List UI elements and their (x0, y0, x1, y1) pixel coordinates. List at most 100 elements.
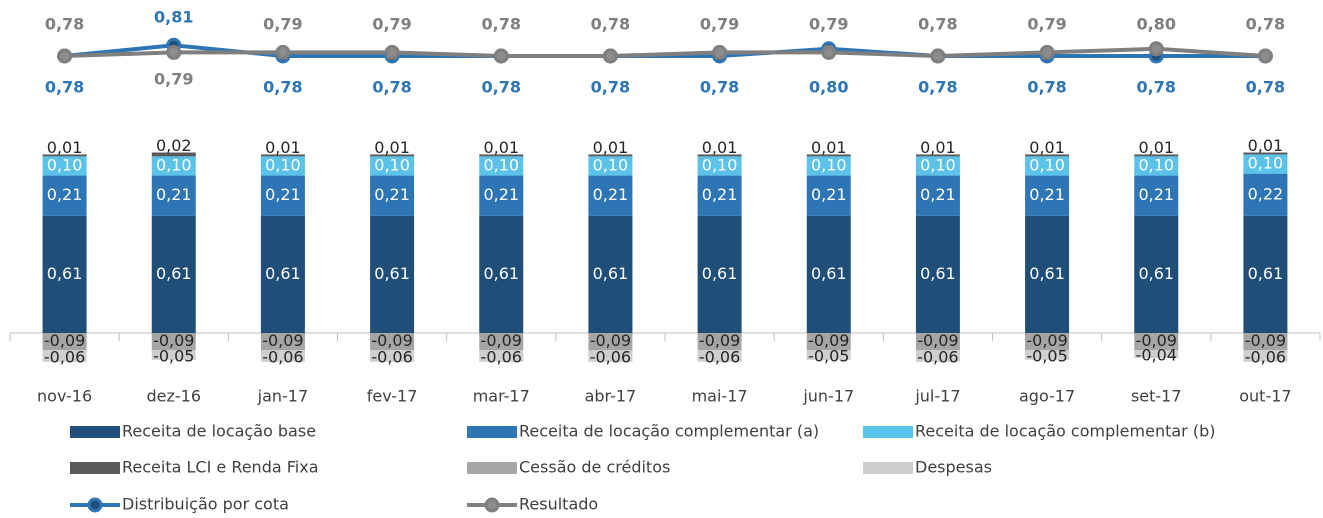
bar-segment (806, 154, 851, 157)
line-label: 0,78 (1027, 78, 1066, 97)
legend-label: Resultado (519, 495, 598, 514)
line-marker (57, 48, 73, 64)
bar-label: 0,10 (811, 155, 847, 174)
bar-segment (370, 175, 415, 216)
bar-label: 0,21 (811, 185, 847, 204)
bar-segment (1025, 333, 1070, 351)
line-label: 0,79 (372, 15, 411, 34)
legend-swatch (70, 426, 120, 438)
bar-label: 0,10 (374, 155, 410, 174)
bar-segment (806, 333, 851, 351)
x-tick-label: out-17 (1239, 387, 1291, 406)
x-tick-label: jul-17 (914, 387, 960, 406)
line-label: 0,79 (1027, 15, 1066, 34)
bar-label: -0,09 (371, 331, 412, 350)
bar-segment (151, 215, 196, 333)
line-label: 0,80 (1137, 15, 1176, 34)
bar-segment (260, 350, 305, 362)
bar-segment (1134, 333, 1179, 351)
legend-swatch (484, 497, 500, 513)
bar-label: -0,09 (917, 331, 958, 350)
bar-segment (42, 154, 87, 157)
bar-segment (806, 156, 851, 176)
bar-label: -0,09 (590, 331, 631, 350)
bar-label: 0,61 (374, 264, 410, 283)
bar-segment (479, 175, 524, 216)
bar-label: 0,61 (920, 264, 956, 283)
line-label: 0,78 (591, 15, 630, 34)
bar-label: 0,10 (1248, 154, 1284, 173)
x-tick-label: abr-17 (585, 387, 637, 406)
bar-label: 0,61 (1248, 264, 1284, 283)
line-marker (821, 44, 837, 60)
bar-segment (1243, 215, 1288, 333)
legend-swatch (467, 462, 517, 474)
bar-label: 0,02 (156, 136, 192, 155)
line-label: 0,79 (809, 15, 848, 34)
bar-segment (42, 350, 87, 362)
bar-segment (479, 215, 524, 333)
bar-segment (151, 350, 196, 360)
bar-segment (260, 154, 305, 157)
line-label: 0,79 (700, 15, 739, 34)
bar-segment (479, 154, 524, 157)
bar-label: 0,61 (265, 264, 301, 283)
bar-segment (370, 154, 415, 157)
bar-segment (370, 156, 415, 176)
bar-segment (915, 154, 960, 157)
bar-segment (1243, 154, 1288, 174)
bar-segment (260, 175, 305, 216)
line-marker (275, 44, 291, 60)
bar-segment (1025, 156, 1070, 176)
line-label: 0,78 (482, 15, 521, 34)
line-label: 0,78 (1246, 15, 1285, 34)
bar-label: 0,61 (593, 264, 629, 283)
bar-segment (806, 350, 851, 360)
bar-label: 0,10 (265, 155, 301, 174)
line-marker (166, 44, 182, 60)
bar-label: -0,09 (44, 331, 85, 350)
line-label: 0,80 (809, 78, 848, 97)
legend-swatch (863, 426, 913, 438)
line-label: 0,78 (700, 78, 739, 97)
bar-label: -0,09 (1026, 331, 1067, 350)
bar-label: 0,61 (702, 264, 738, 283)
bar-segment (151, 333, 196, 351)
bar-segment (1243, 173, 1288, 216)
bar-segment (806, 175, 851, 216)
bar-segment (588, 333, 633, 351)
bar-label: -0,09 (699, 331, 740, 350)
legend-label: Despesas (915, 458, 992, 477)
bar-label: 0,10 (1029, 155, 1065, 174)
bar-segment (806, 215, 851, 333)
line-marker (1039, 44, 1055, 60)
bar-label: 0,01 (593, 138, 629, 157)
legend-label: Receita de locação complementar (a) (519, 422, 819, 441)
line-label: 0,79 (154, 70, 193, 89)
bar-segment (915, 175, 960, 216)
bar-segment (1025, 350, 1070, 360)
bar-segment (588, 154, 633, 157)
line-marker (384, 44, 400, 60)
bar-segment (915, 333, 960, 351)
bar-segment (151, 175, 196, 216)
legend-swatch (863, 462, 913, 474)
bar-label: -0,06 (1245, 348, 1286, 367)
x-tick-label: mai-17 (692, 387, 748, 406)
line-label: 0,78 (372, 78, 411, 97)
line-label: 0,78 (45, 15, 84, 34)
bar-label: 0,01 (811, 138, 847, 157)
bar-label: -0,06 (590, 348, 631, 367)
bar-label: 0,21 (1138, 185, 1174, 204)
x-tick-label: nov-16 (37, 387, 92, 406)
bar-label: -0,05 (1026, 347, 1067, 366)
bar-label: 0,21 (374, 185, 410, 204)
line-label: 0,78 (45, 78, 84, 97)
bar-label: 0,10 (156, 155, 192, 174)
bar-label: 0,21 (920, 185, 956, 204)
bar-segment (697, 175, 742, 216)
line-label: 0,78 (263, 78, 302, 97)
bar-segment (1134, 175, 1179, 216)
bar-segment (697, 154, 742, 157)
